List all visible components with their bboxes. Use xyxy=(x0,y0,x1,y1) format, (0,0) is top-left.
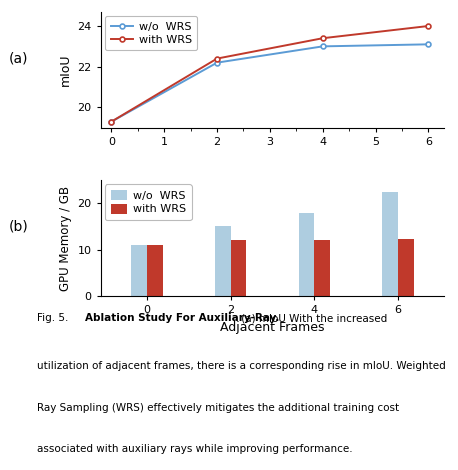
w/o  WRS xyxy=(425,41,431,47)
with WRS xyxy=(425,23,431,29)
Bar xyxy=(382,192,398,296)
Bar xyxy=(215,226,231,296)
Y-axis label: mIoU: mIoU xyxy=(59,54,72,86)
Legend: w/o  WRS, with WRS: w/o WRS, with WRS xyxy=(105,16,197,50)
Line: w/o  WRS: w/o WRS xyxy=(109,42,431,124)
Bar xyxy=(398,239,414,296)
Text: utilization of adjacent frames, there is a corresponding rise in mIoU. Weighted: utilization of adjacent frames, there is… xyxy=(37,361,445,371)
Line: with WRS: with WRS xyxy=(109,24,431,124)
with WRS xyxy=(320,35,326,41)
Text: (a) mIoU With the increased: (a) mIoU With the increased xyxy=(238,313,387,323)
X-axis label: Adjacent Frames: Adjacent Frames xyxy=(220,321,325,334)
w/o  WRS xyxy=(214,60,220,65)
Text: Ray Sampling (WRS) effectively mitigates the additional training cost: Ray Sampling (WRS) effectively mitigates… xyxy=(37,403,399,413)
with WRS xyxy=(214,56,220,62)
Bar xyxy=(147,245,163,296)
Text: associated with auxiliary rays while improving performance.: associated with auxiliary rays while imp… xyxy=(37,445,352,454)
Bar xyxy=(299,212,314,296)
Text: (b): (b) xyxy=(9,219,29,234)
w/o  WRS xyxy=(109,119,114,125)
with WRS xyxy=(109,119,114,125)
Bar xyxy=(231,240,246,296)
Text: Fig. 5.: Fig. 5. xyxy=(37,313,81,323)
Bar xyxy=(131,245,147,296)
Legend: w/o  WRS, with WRS: w/o WRS, with WRS xyxy=(105,185,191,220)
Bar xyxy=(314,240,330,296)
Y-axis label: GPU Memory / GB: GPU Memory / GB xyxy=(59,186,72,290)
Text: (a): (a) xyxy=(9,51,29,65)
Text: Ablation Study For Auxiliary-Ray.: Ablation Study For Auxiliary-Ray. xyxy=(85,313,279,323)
w/o  WRS xyxy=(320,44,326,49)
